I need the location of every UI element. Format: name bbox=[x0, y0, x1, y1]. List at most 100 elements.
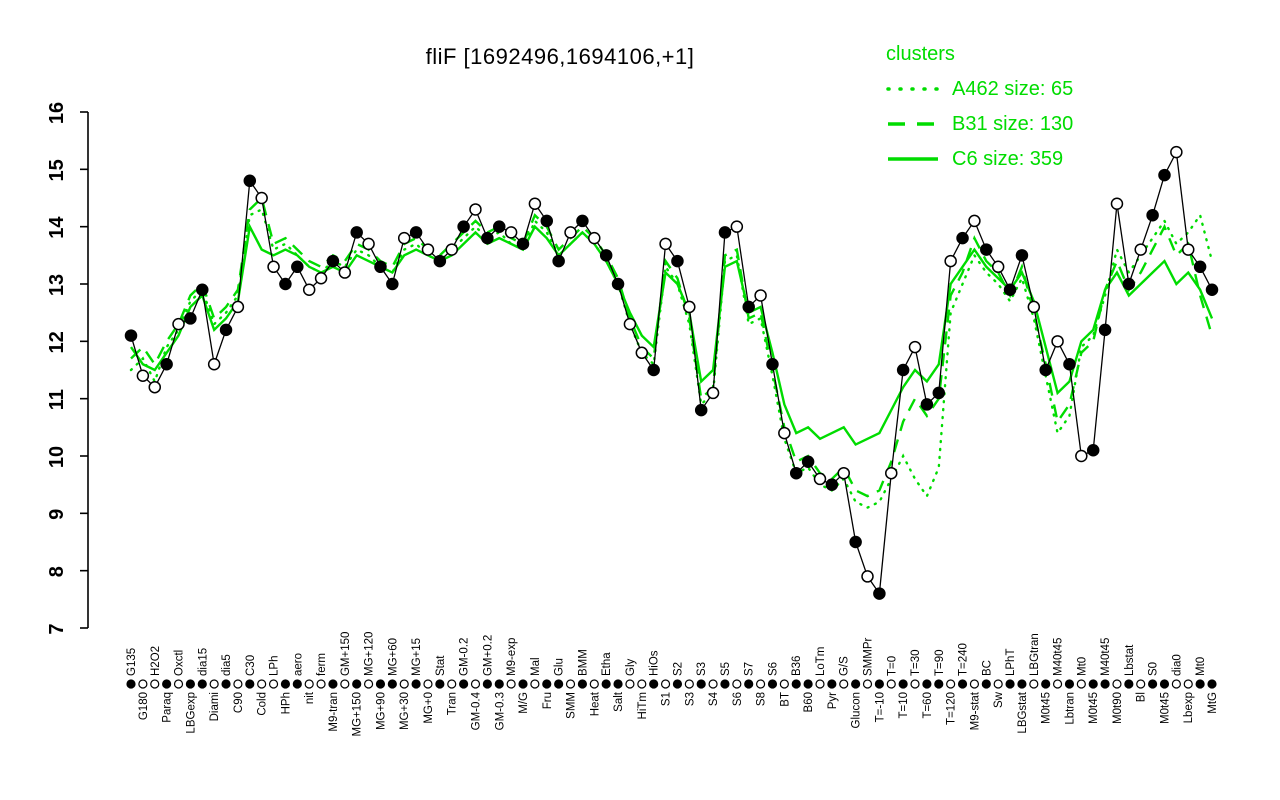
data-point bbox=[1039, 363, 1052, 377]
x-tick-dot bbox=[684, 679, 694, 689]
x-tick-dot bbox=[993, 679, 1003, 689]
x-tick-dot bbox=[601, 679, 611, 689]
x-tick-dot bbox=[589, 679, 599, 689]
x-tick-label: C90 bbox=[233, 692, 245, 713]
data-point bbox=[671, 254, 684, 268]
data-point bbox=[243, 174, 257, 188]
data-point bbox=[635, 346, 649, 360]
x-tick-label: GM-0.3 bbox=[494, 692, 506, 730]
x-tick-dot bbox=[649, 679, 659, 689]
x-tick-label: Mt0 bbox=[1076, 657, 1088, 676]
x-tick-label: M40t45 bbox=[1053, 638, 1065, 676]
data-point bbox=[196, 283, 209, 296]
x-tick-label: Bl bbox=[1136, 692, 1148, 702]
data-point bbox=[362, 237, 375, 251]
x-tick-label: HPh bbox=[280, 692, 292, 714]
x-tick-label: HiTm bbox=[637, 692, 649, 719]
data-point bbox=[1003, 283, 1017, 296]
x-tick-dot bbox=[209, 679, 219, 689]
x-tick-label: Lbexp bbox=[1183, 692, 1195, 723]
data-point bbox=[1170, 145, 1183, 159]
x-tick-dot bbox=[934, 679, 944, 689]
x-tick-dot bbox=[946, 679, 956, 689]
x-tick-dot bbox=[340, 679, 350, 689]
x-tick-dot bbox=[363, 679, 374, 689]
x-tick-dot bbox=[197, 679, 207, 689]
data-point bbox=[1098, 323, 1112, 337]
x-tick-dot bbox=[1112, 679, 1122, 689]
data-point bbox=[576, 214, 589, 228]
x-tick-dot bbox=[910, 679, 920, 689]
legend-item-label: A462 size: 65 bbox=[952, 78, 1074, 100]
legend-item-a462: A462 size: 65 bbox=[886, 78, 1073, 100]
x-tick-label: Oxctl bbox=[174, 650, 186, 676]
x-tick-label: Gly bbox=[625, 659, 637, 677]
x-tick-dot bbox=[851, 679, 861, 689]
x-tick-dot bbox=[708, 679, 718, 689]
data-point bbox=[124, 329, 138, 342]
data-point bbox=[1134, 243, 1147, 256]
x-tick-label: T=240 bbox=[958, 643, 970, 676]
x-tick-dot bbox=[292, 679, 302, 689]
data-point bbox=[778, 426, 791, 440]
cluster-legend: clusters A462 size: 65 B31 size: 130 C6 … bbox=[886, 44, 1073, 183]
data-point bbox=[742, 300, 755, 314]
x-tick-dot bbox=[803, 679, 813, 689]
y-tick-label: 16 bbox=[46, 102, 68, 124]
data-point bbox=[837, 466, 850, 480]
x-tick-dot bbox=[565, 679, 576, 689]
x-tick-dot bbox=[1159, 679, 1170, 689]
x-tick-label: T=120 bbox=[946, 692, 958, 725]
x-tick-label: ferm bbox=[316, 653, 328, 676]
x-tick-dot bbox=[1183, 679, 1193, 689]
x-tick-label: BC bbox=[981, 660, 993, 676]
data-point bbox=[849, 535, 862, 549]
x-tick-label: T=60 bbox=[922, 692, 934, 719]
x-tick-label: dia15 bbox=[197, 648, 209, 676]
x-tick-label: Glucon bbox=[851, 692, 863, 728]
y-tick-label: 13 bbox=[46, 274, 68, 296]
x-tick-dot bbox=[399, 679, 409, 689]
x-tick-dot bbox=[459, 679, 469, 689]
data-point bbox=[516, 237, 530, 251]
x-tick-dot bbox=[411, 679, 421, 689]
x-tick-dot bbox=[1136, 679, 1146, 689]
x-tick-dot bbox=[696, 679, 706, 689]
data-point bbox=[1110, 197, 1124, 210]
x-tick-dot bbox=[744, 679, 754, 689]
data-point bbox=[1075, 449, 1088, 463]
x-tick-label: Mal bbox=[530, 657, 542, 676]
x-tick-dot bbox=[352, 679, 362, 689]
x-tick-label: Diami bbox=[209, 692, 221, 721]
y-tick-label: 7 bbox=[46, 623, 68, 634]
x-tick-dot bbox=[423, 679, 433, 689]
data-point bbox=[730, 220, 744, 233]
data-point bbox=[231, 300, 245, 314]
x-tick-dot bbox=[660, 679, 671, 689]
data-point bbox=[374, 260, 387, 274]
x-tick-dot bbox=[767, 679, 778, 689]
x-tick-label: LBGstat bbox=[1017, 691, 1029, 733]
x-tick-dot bbox=[827, 679, 837, 689]
plot-title: fliF [1692496,1694106,+1] bbox=[425, 44, 695, 69]
x-tick-label: GM-0.2 bbox=[459, 638, 471, 676]
data-point bbox=[397, 231, 411, 245]
data-point bbox=[1122, 277, 1136, 291]
data-point bbox=[611, 277, 625, 291]
x-tick-dot bbox=[126, 679, 136, 689]
data-point bbox=[207, 358, 221, 371]
x-tick-dot bbox=[1088, 679, 1098, 689]
x-tick-label: H2O2 bbox=[150, 646, 162, 676]
data-point bbox=[1051, 335, 1064, 348]
data-point bbox=[647, 363, 660, 377]
x-tick-dot bbox=[173, 679, 184, 689]
x-tick-dot bbox=[470, 679, 481, 689]
x-tick-dot bbox=[1100, 679, 1110, 689]
legend-item-b31: B31 size: 130 bbox=[886, 113, 1073, 135]
x-tick-dot bbox=[839, 679, 849, 689]
x-tick-dot bbox=[280, 679, 291, 689]
x-tick-label: dia0 bbox=[1171, 654, 1183, 676]
x-tick-label: MG+150 bbox=[352, 692, 364, 736]
data-point bbox=[279, 277, 292, 291]
x-tick-dot bbox=[233, 679, 243, 689]
